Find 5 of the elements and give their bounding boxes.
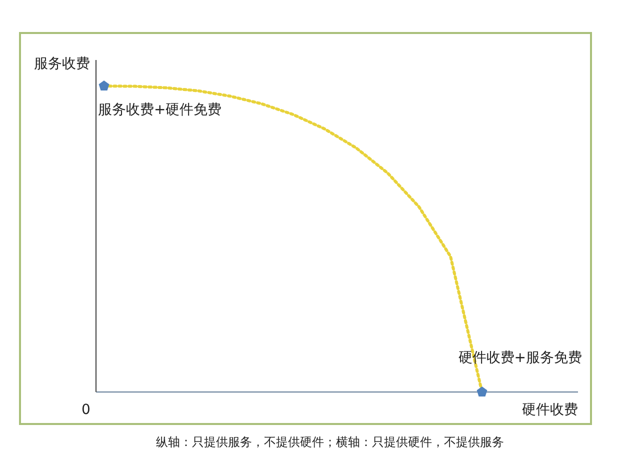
y-axis-title: 服务收费 [34, 56, 90, 72]
text: 0 [82, 402, 90, 418]
annotation: 服务收费+硬件免费 [98, 102, 222, 118]
text: 纵轴：只提供服务，不提供硬件；横轴：只提供硬件，不提供服务 [156, 435, 504, 449]
x-axis-title: 硬件收费 [522, 402, 578, 418]
